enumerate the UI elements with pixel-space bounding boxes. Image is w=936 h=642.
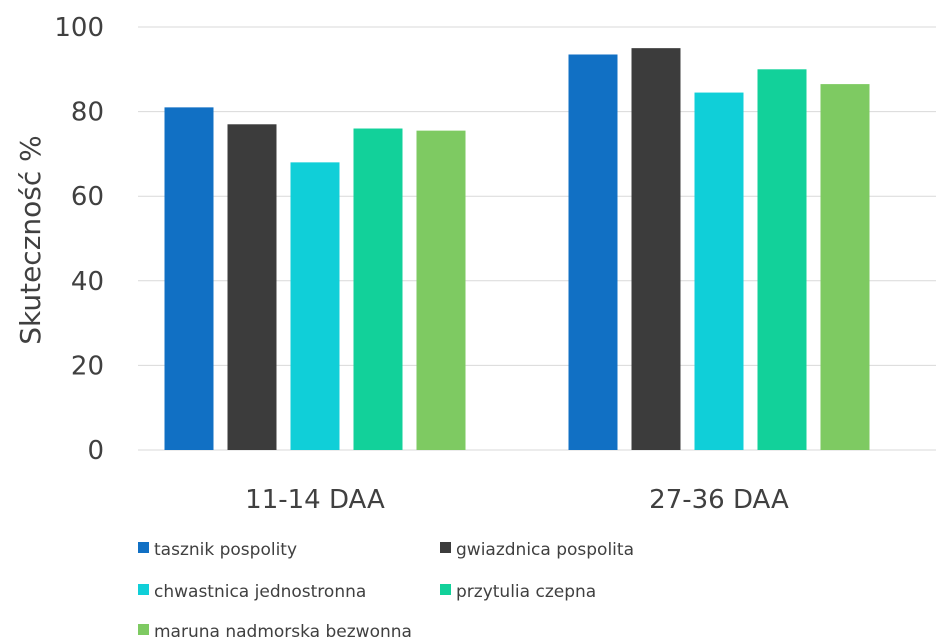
y-tick-label: 100 <box>54 13 104 43</box>
x-category-label: 11-14 DAA <box>245 485 385 515</box>
bar-przytulia-czepna-1 <box>757 69 807 451</box>
legend-swatch <box>138 624 149 635</box>
legend-label: maruna nadmorska bezwonna <box>154 622 412 642</box>
bars <box>164 48 870 451</box>
legend: tasznik pospolity gwiazdnica pospolita chw… <box>138 540 634 642</box>
legend-label: tasznik pospolity <box>154 540 297 560</box>
legend-swatch <box>138 542 149 553</box>
y-tick-label: 60 <box>71 182 104 212</box>
legend-swatch <box>440 542 451 553</box>
legend-item: gwiazdnica pospolita <box>440 540 634 560</box>
legend-item: tasznik pospolity <box>138 540 297 560</box>
bar-chwastnica-jednostronna-1 <box>694 92 744 450</box>
bar-maruna-nadmorska-bezwonna-0 <box>416 130 466 450</box>
legend-label: chwastnica jednostronna <box>154 582 366 602</box>
y-tick-label: 40 <box>71 267 104 297</box>
y-axis-tick-labels: 0 20 40 60 80 100 <box>54 13 104 466</box>
bar-chwastnica-jednostronna-0 <box>290 162 340 451</box>
legend-item: chwastnica jednostronna <box>138 582 366 602</box>
x-category-label: 27-36 DAA <box>649 485 789 515</box>
y-tick-label: 80 <box>71 98 104 128</box>
bar-tasznik-pospolity-0 <box>164 107 214 451</box>
bar-tasznik-pospolity-1 <box>568 54 618 451</box>
legend-swatch <box>138 584 149 595</box>
legend-label: przytulia czepna <box>456 582 596 602</box>
bar-gwiazdnica-pospolita-0 <box>227 124 277 450</box>
bar-maruna-nadmorska-bezwonna-1 <box>820 84 870 450</box>
y-tick-label: 0 <box>87 436 104 466</box>
bar-przytulia-czepna-0 <box>353 128 403 450</box>
bar-gwiazdnica-pospolita-1 <box>631 48 681 451</box>
legend-item: przytulia czepna <box>440 582 596 602</box>
legend-label: gwiazdnica pospolita <box>456 540 634 560</box>
legend-swatch <box>440 584 451 595</box>
x-axis-category-labels: 11-14 DAA 27-36 DAA <box>245 485 789 515</box>
y-tick-label: 20 <box>71 351 104 381</box>
legend-item: maruna nadmorska bezwonna <box>138 622 412 642</box>
y-axis-title: Skuteczność % <box>14 135 47 345</box>
